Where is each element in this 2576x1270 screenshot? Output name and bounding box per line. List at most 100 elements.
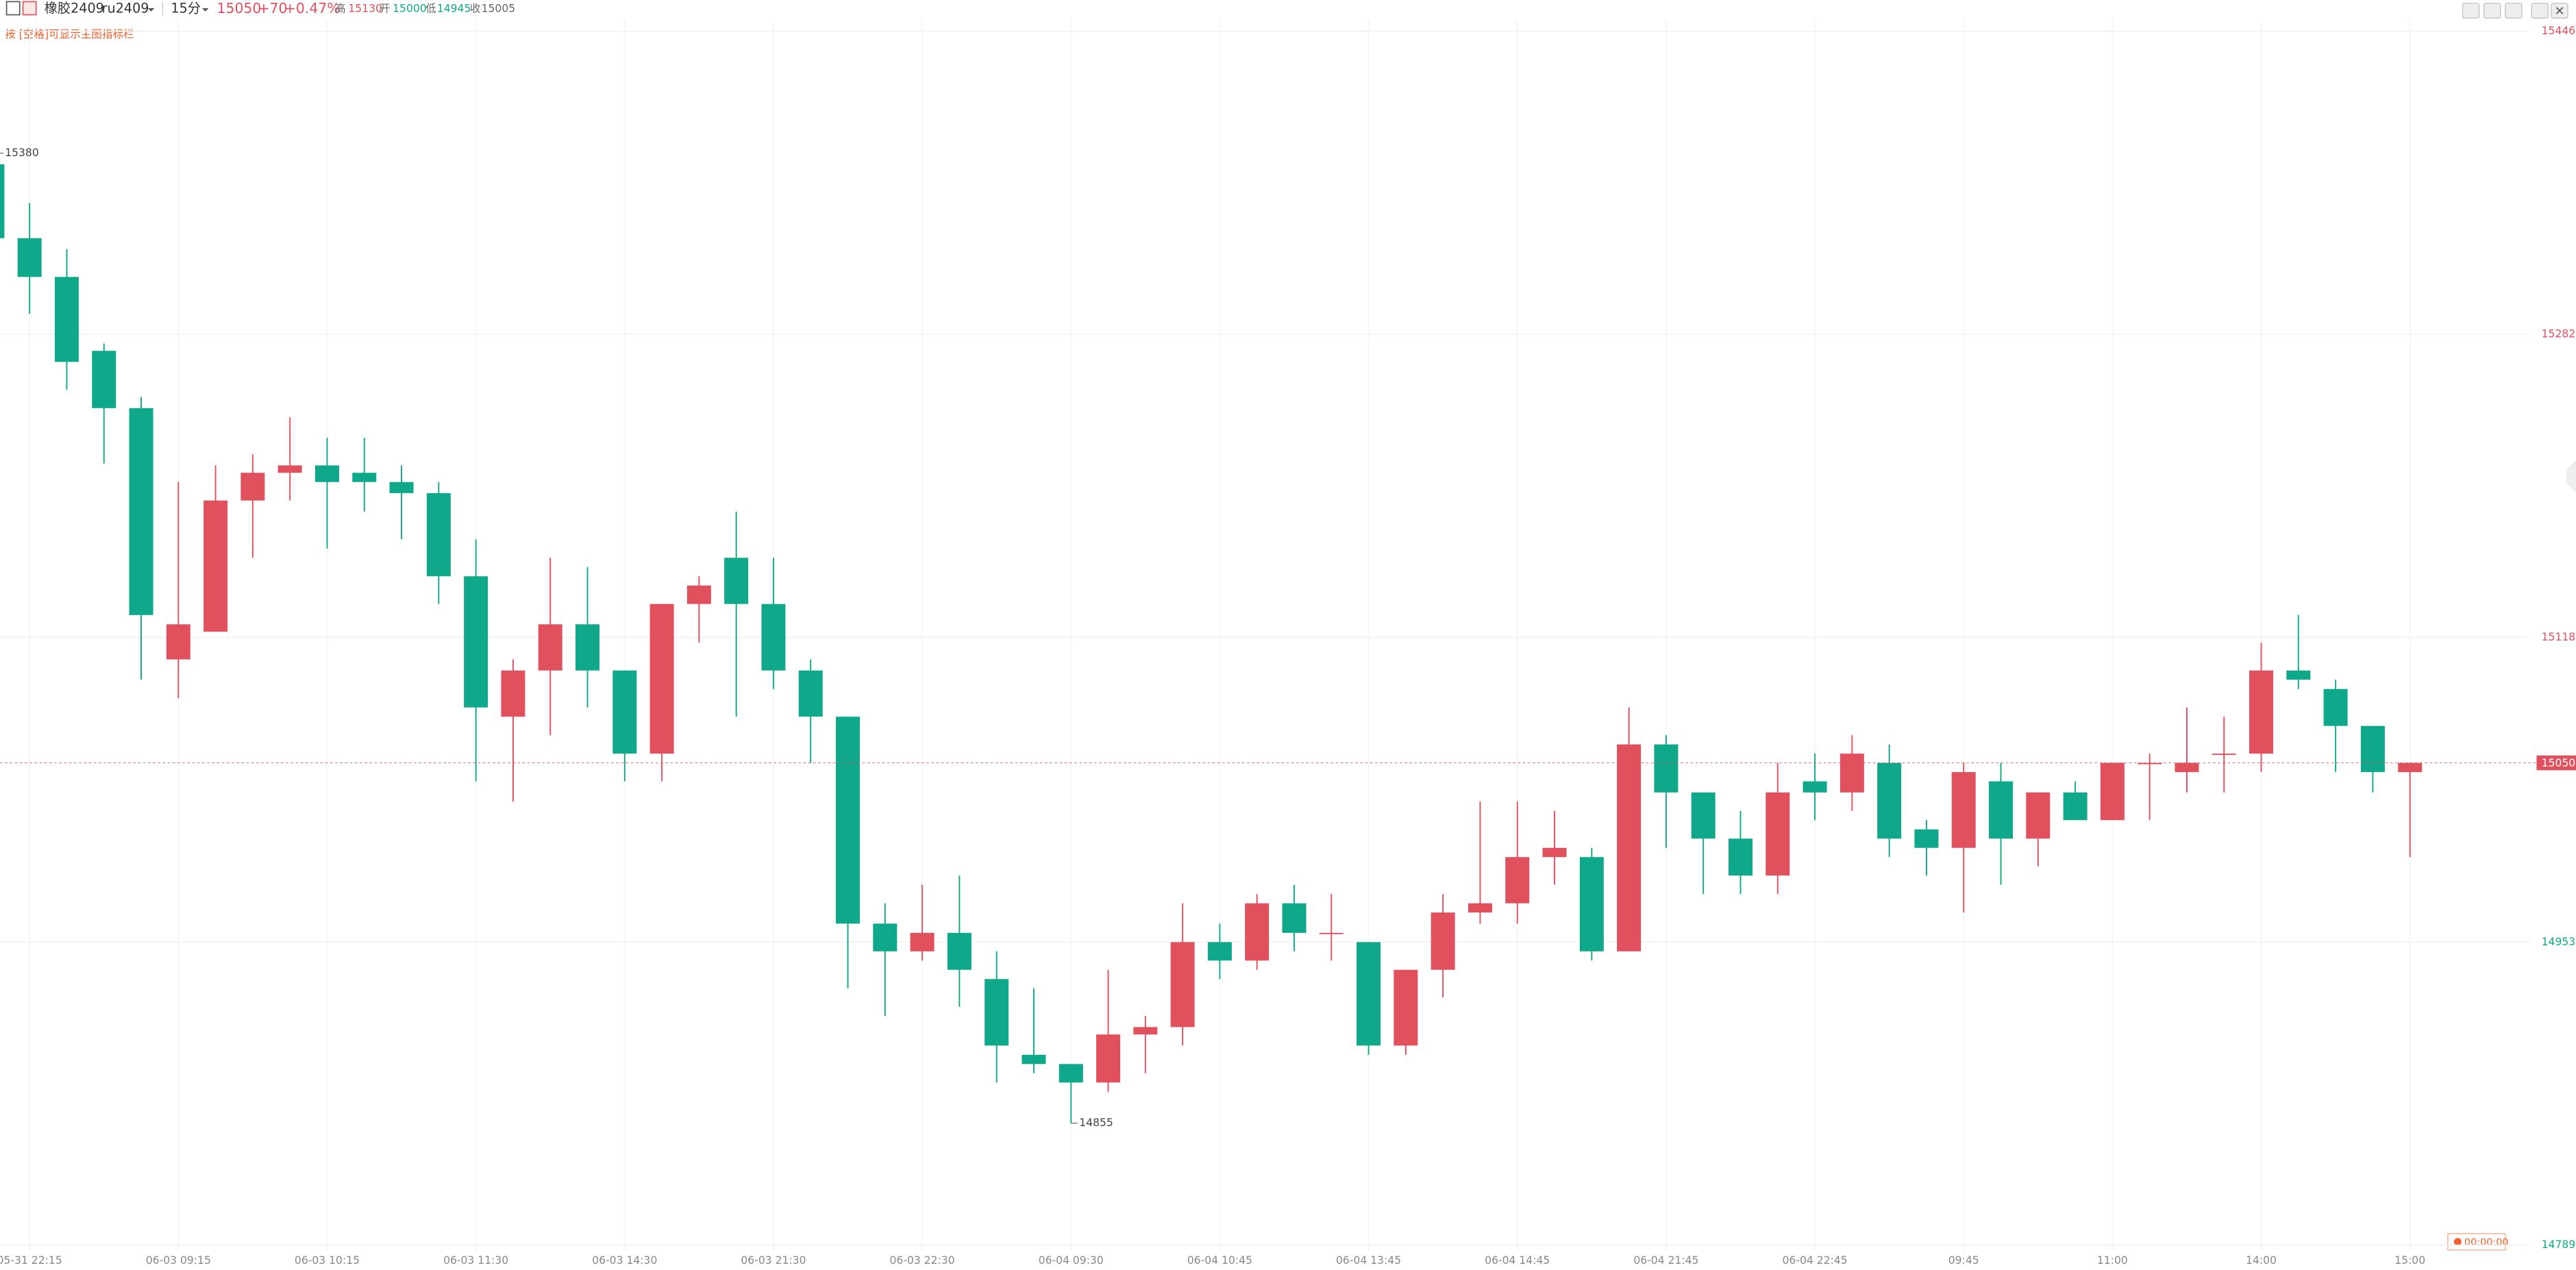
candle-body — [277, 465, 302, 473]
candle-body — [17, 238, 42, 277]
candle-body — [1096, 1034, 1121, 1083]
candle-body — [2026, 792, 2051, 839]
candle-body — [426, 493, 451, 577]
candle-body — [910, 932, 934, 951]
low-annotation: 14855 — [1079, 1117, 1113, 1129]
candle-body — [0, 164, 5, 238]
candle-body — [1021, 1054, 1046, 1064]
period[interactable]: 15分 — [171, 1, 201, 16]
candle-body — [836, 717, 860, 924]
candle-body — [1170, 942, 1195, 1028]
toolbar: 橡胶2409 ru2409 15分 15050 +70 +0.47% 高 151… — [5, 0, 2576, 1251]
candle-body — [2063, 792, 2088, 821]
symbol-name[interactable]: 橡胶2409 — [45, 1, 104, 16]
candle-body — [1542, 847, 1567, 858]
candle-body — [1431, 912, 1455, 970]
candle-body — [947, 932, 971, 970]
candle-body — [92, 351, 116, 408]
candle-body — [1394, 969, 1418, 1046]
candle-body — [389, 482, 414, 493]
last-price: 15050 — [217, 0, 262, 16]
candle-body — [612, 670, 637, 754]
candle-body — [2138, 762, 2162, 764]
candle-body — [724, 558, 749, 604]
candle-body — [873, 923, 897, 951]
candle-body — [2100, 762, 2125, 821]
axes: 14789 14953 15118 15282 15446 05-31 22:15 06-0… — [0, 25, 2576, 1267]
tool-button[interactable] — [2484, 3, 2501, 18]
candle-body — [1467, 903, 1492, 913]
low-label: 低 — [425, 3, 436, 15]
candle-body — [129, 408, 153, 615]
y-tick-label: 15446 — [2542, 25, 2576, 37]
close-label: 收 — [470, 3, 481, 15]
candle-body — [464, 576, 488, 708]
candle-body — [1691, 792, 1716, 839]
hint: 按 [空格]可显示主图指标栏 — [5, 28, 134, 40]
last-price-box — [2536, 755, 2576, 771]
x-tick-label: 06-04 10:45 — [1187, 1254, 1252, 1267]
icon-contract[interactable] — [22, 1, 37, 16]
candle-body — [1803, 781, 1827, 793]
x-tick-label: 06-04 09:30 — [1039, 1254, 1104, 1267]
x-tick-label: 14:00 — [2246, 1254, 2277, 1267]
high-value: 15130 — [348, 3, 382, 15]
tool-button[interactable] — [2462, 3, 2480, 18]
side-toggle[interactable] — [2566, 460, 2576, 493]
x-tick-label: 05-31 22:15 — [0, 1254, 62, 1267]
candle-body — [1840, 754, 1864, 793]
candle-body — [501, 670, 525, 717]
candle-body — [984, 979, 1009, 1046]
candle-body — [1282, 903, 1306, 933]
candle-body — [1245, 903, 1270, 961]
icon-menu[interactable] — [5, 1, 21, 16]
candle-body — [575, 624, 600, 671]
candle-body — [686, 585, 711, 604]
x-tick-label: 06-04 22:45 — [1783, 1254, 1848, 1267]
candle-body — [1914, 829, 1939, 848]
x-tick-label: 06-04 21:45 — [1633, 1254, 1698, 1267]
symbol-code[interactable]: ru2409 — [102, 1, 149, 16]
candle-body — [761, 603, 786, 671]
candle-body — [54, 277, 79, 362]
grid — [0, 19, 2530, 1252]
candle-body — [1133, 1027, 1158, 1035]
candle-body — [1728, 838, 1753, 876]
y-tick-label: 14953 — [2542, 936, 2576, 948]
high-label: 高 — [335, 3, 346, 15]
open-value: 15000 — [393, 3, 427, 15]
price-change: +70 — [258, 0, 287, 16]
x-tick-label: 06-03 10:15 — [295, 1254, 360, 1267]
high-annotation: 15380 — [5, 147, 39, 159]
candle-body — [352, 473, 377, 482]
candles — [0, 164, 2423, 1123]
close-icon — [2555, 7, 2564, 14]
candle-body — [1579, 857, 1604, 951]
x-tick-label: 06-04 13:45 — [1336, 1254, 1401, 1267]
candle-body — [240, 473, 265, 501]
tool-button[interactable] — [2505, 3, 2523, 18]
candle-body — [2323, 688, 2348, 726]
candle-body — [798, 670, 823, 717]
fullscreen-button[interactable] — [2531, 3, 2549, 18]
timer: 00:00:00 — [2464, 1237, 2509, 1248]
candle-body — [1951, 772, 1976, 848]
candle-body — [1505, 857, 1530, 904]
dropdown-arrow[interactable] — [201, 8, 209, 12]
candle-body — [166, 624, 190, 660]
x-tick-label: 06-03 14:30 — [592, 1254, 657, 1267]
x-tick-label: 06-04 14:45 — [1485, 1254, 1550, 1267]
candle-body — [2360, 725, 2385, 773]
candle-body — [1617, 744, 1642, 951]
open-label: 开 — [380, 3, 391, 15]
x-tick-label: 09:45 — [1948, 1254, 1979, 1267]
timer-box — [2447, 1233, 2506, 1251]
candle-body — [314, 465, 339, 482]
candle-body — [1654, 744, 1679, 793]
y-tick-label: 14789 — [2542, 1238, 2576, 1251]
dropdown-arrow[interactable] — [147, 8, 155, 12]
x-tick-label: 06-03 22:30 — [890, 1254, 955, 1267]
candle-body — [1766, 792, 1790, 876]
candle-body — [2175, 762, 2199, 773]
